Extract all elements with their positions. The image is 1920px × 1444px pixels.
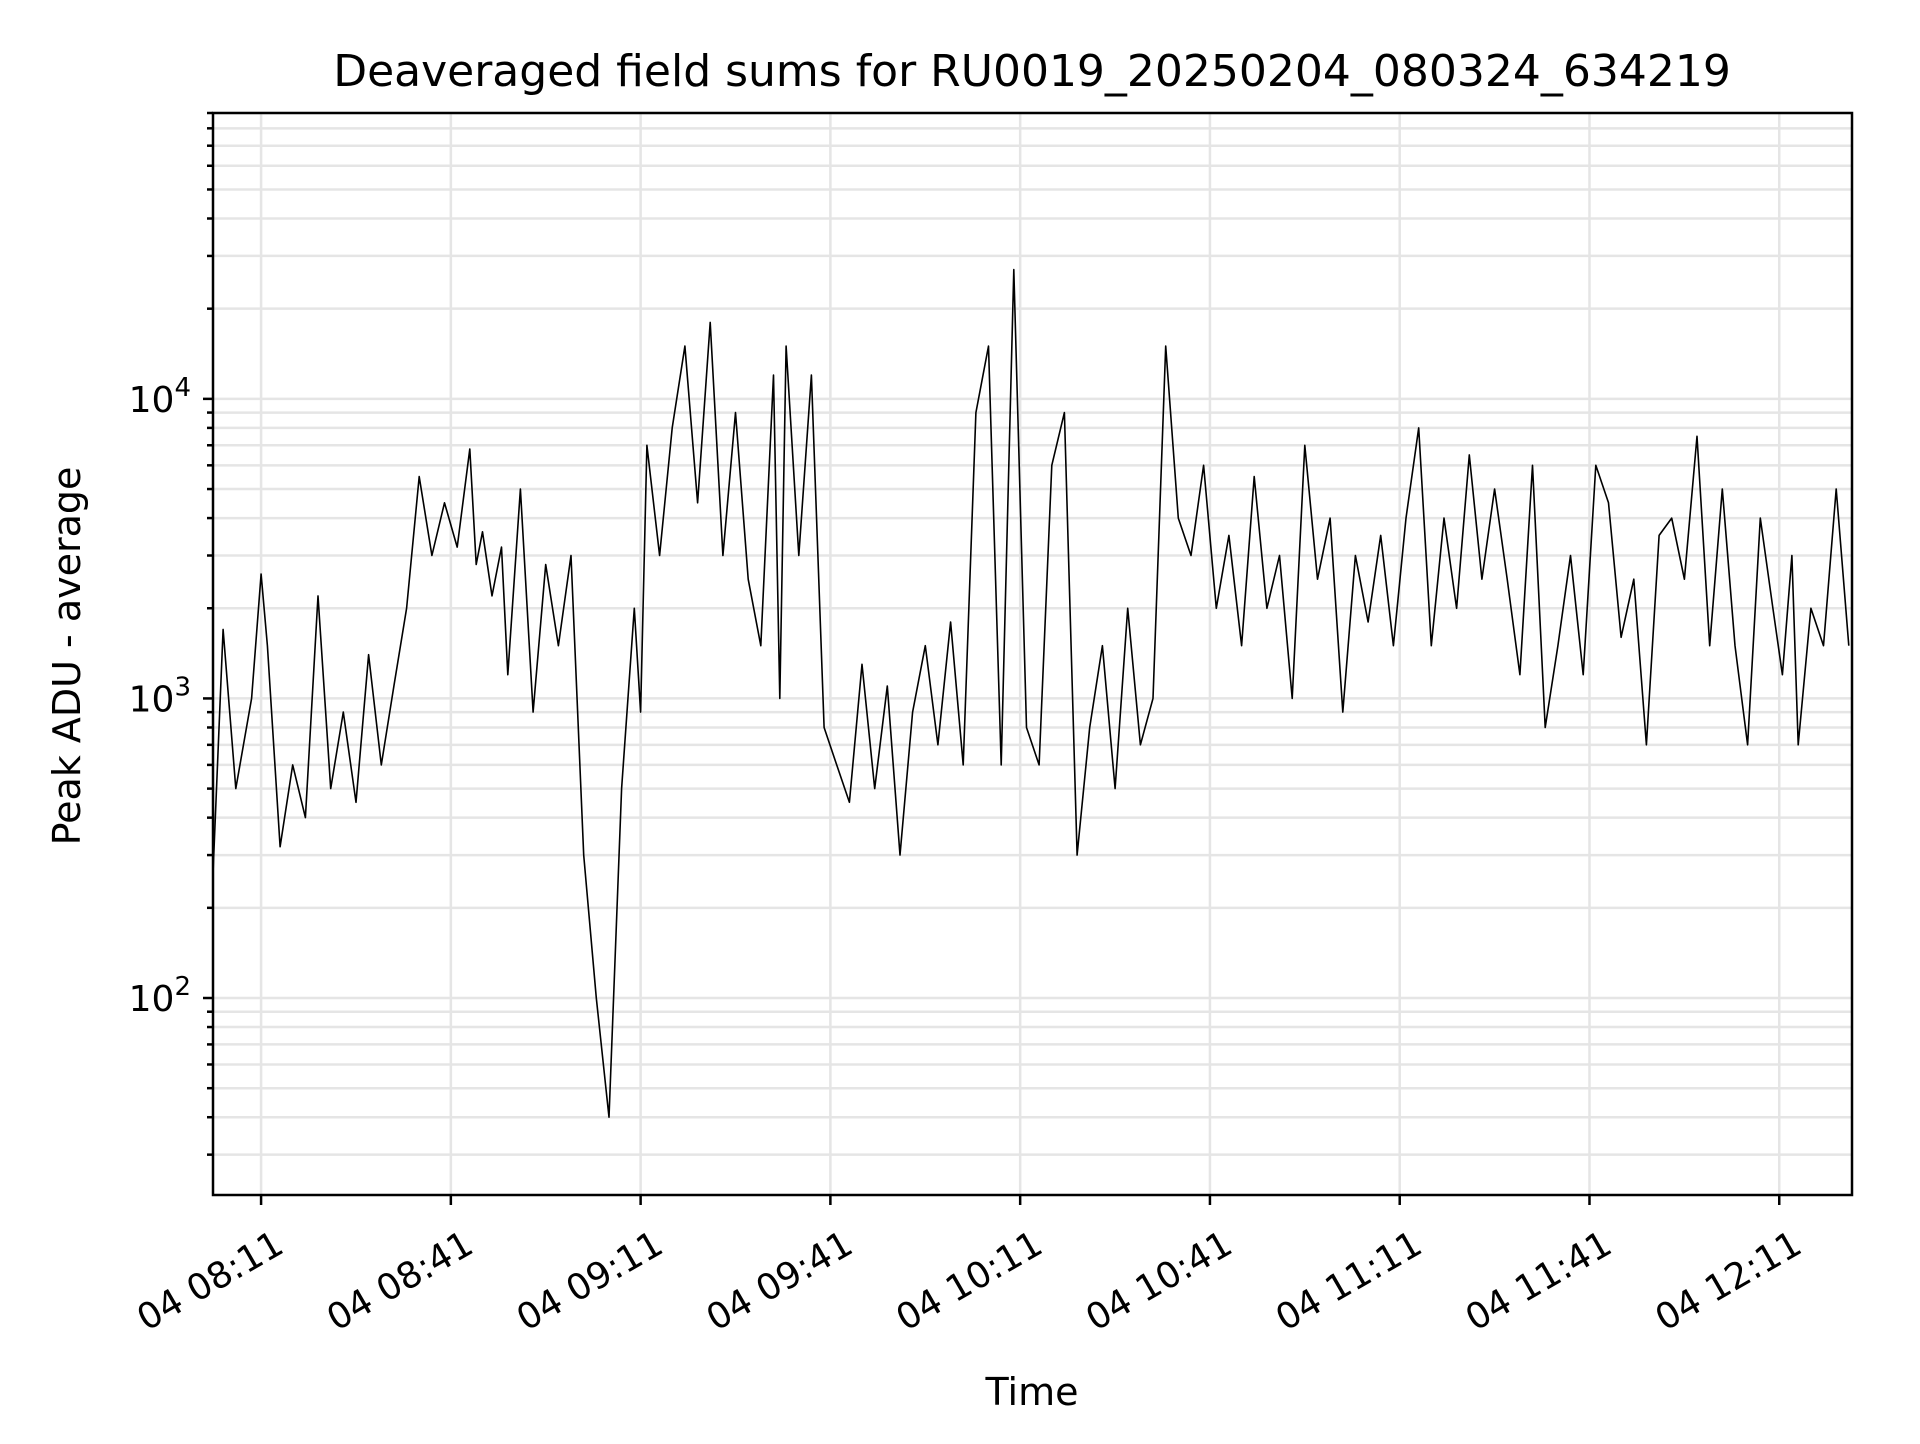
x-tick-label: 04 10:41 bbox=[1079, 1223, 1239, 1339]
grid bbox=[213, 111, 1852, 1195]
x-tick-label: 04 12:11 bbox=[1649, 1223, 1809, 1339]
x-tick-label: 04 08:41 bbox=[320, 1223, 480, 1339]
y-tick-base: 10 bbox=[129, 679, 175, 720]
y-tick-base: 10 bbox=[129, 380, 175, 421]
x-axis-label: Time bbox=[985, 1370, 1079, 1414]
y-tick-base: 10 bbox=[129, 979, 175, 1020]
y-tick-exponent: 4 bbox=[174, 373, 191, 403]
y-axis-label: Peak ADU - average bbox=[45, 467, 89, 846]
plot-frame bbox=[211, 111, 1854, 1197]
x-tick-label: 04 09:11 bbox=[510, 1223, 670, 1339]
x-tick-label: 04 10:11 bbox=[890, 1223, 1050, 1339]
plot-area bbox=[212, 268, 1850, 1118]
y-tick-label: 103 bbox=[129, 672, 191, 720]
y-tick-exponent: 3 bbox=[174, 672, 191, 702]
x-tick-label: 04 09:41 bbox=[700, 1223, 860, 1339]
chart-title: Deaveraged field sums for RU0019_2025020… bbox=[333, 46, 1731, 97]
x-tick-label: 04 08:11 bbox=[130, 1223, 290, 1339]
y-tick-exponent: 2 bbox=[174, 972, 191, 1002]
series-line bbox=[212, 268, 1850, 1118]
labels: Deaveraged field sums for RU0019_2025020… bbox=[45, 46, 1731, 1414]
y-tick-label: 104 bbox=[129, 373, 191, 421]
y-tick-label: 102 bbox=[129, 972, 191, 1020]
x-tick-label: 04 11:11 bbox=[1269, 1223, 1429, 1339]
x-tick-label: 04 11:41 bbox=[1459, 1223, 1619, 1339]
